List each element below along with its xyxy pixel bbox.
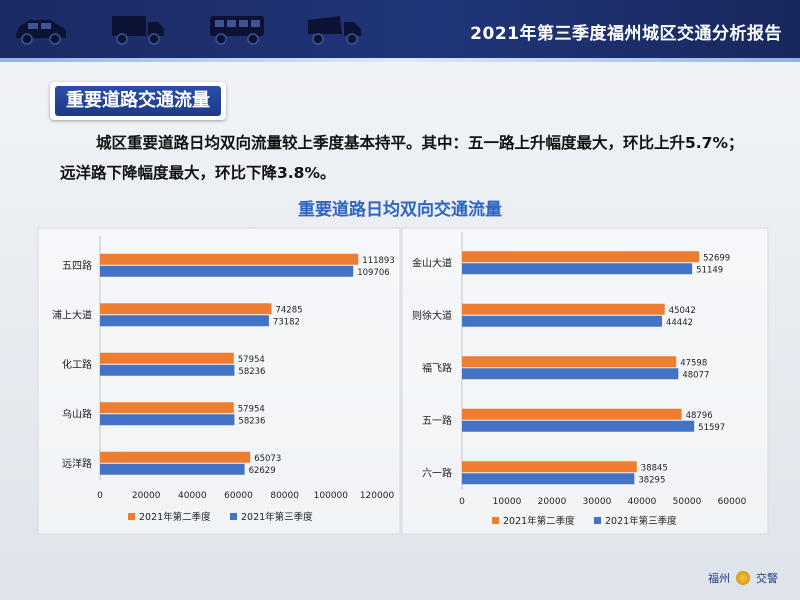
x-tick-label: 10000	[493, 497, 522, 507]
x-tick-label: 30000	[583, 497, 612, 507]
category-label: 浦上大道	[52, 308, 92, 321]
x-tick-label: 20000	[132, 491, 161, 501]
bar	[462, 356, 677, 368]
x-tick-label: 0	[459, 497, 465, 507]
chart-title: 重要道路日均双向交通流量	[298, 200, 502, 220]
category-label: 六一路	[422, 466, 452, 479]
truck-icon	[112, 16, 164, 45]
data-label: 47598	[680, 358, 707, 368]
legend-label: 2021年第二季度	[503, 515, 575, 527]
x-tick-label: 40000	[178, 491, 207, 501]
category-label: 福飞路	[422, 361, 452, 374]
header-bar: 2021年第三季度福州城区交通分析报告	[0, 0, 800, 62]
category-label: 金山大道	[412, 256, 452, 269]
bar	[462, 420, 695, 432]
police-emblem-icon	[736, 571, 750, 585]
data-label: 38295	[638, 475, 665, 485]
section-tag-label: 重要道路交通流量	[55, 86, 221, 116]
data-label: 57954	[238, 355, 265, 365]
x-tick-label: 80000	[270, 491, 299, 501]
data-label: 52699	[703, 253, 730, 263]
category-label: 乌山路	[62, 407, 92, 420]
data-label: 51149	[696, 265, 723, 275]
x-tick-label: 120000	[360, 491, 395, 501]
bar	[100, 451, 251, 463]
legend-swatch	[128, 513, 135, 520]
bar	[462, 368, 679, 380]
bar	[100, 303, 272, 315]
data-label: 57954	[238, 404, 265, 414]
report-title: 2021年第三季度福州城区交通分析报告	[470, 24, 782, 44]
footer-logo: 福州 交警	[708, 570, 778, 586]
legend-swatch	[594, 517, 601, 524]
x-tick-label: 0	[97, 491, 103, 501]
bar	[100, 265, 354, 277]
dump-truck-icon	[308, 16, 361, 45]
header-stripe	[0, 58, 800, 62]
bar	[100, 253, 359, 265]
data-label: 111893	[362, 256, 394, 266]
bar	[462, 315, 662, 327]
data-label: 62629	[249, 466, 276, 476]
bar	[462, 263, 693, 275]
bar	[462, 473, 635, 485]
bus-icon	[210, 16, 264, 45]
bar	[100, 402, 234, 414]
category-label: 远洋路	[62, 457, 92, 470]
bar	[100, 364, 235, 376]
bar	[462, 303, 665, 315]
data-label: 44442	[666, 318, 693, 328]
category-label: 化工路	[62, 358, 92, 371]
data-label: 38845	[641, 463, 668, 473]
bar	[462, 251, 700, 263]
data-label: 45042	[669, 306, 696, 316]
legend-label: 2021年第二季度	[139, 511, 211, 523]
data-label: 58236	[238, 416, 265, 426]
legend-swatch	[230, 513, 237, 520]
x-tick-label: 40000	[628, 497, 657, 507]
data-label: 48077	[682, 370, 709, 380]
legend-label: 2021年第三季度	[241, 511, 313, 523]
footer-unit: 交警	[756, 572, 778, 585]
legend-label: 2021年第三季度	[605, 515, 677, 527]
section-tag: 重要道路交通流量	[50, 82, 226, 120]
legend-swatch	[492, 517, 499, 524]
bar	[462, 461, 637, 473]
car-icon	[16, 20, 66, 45]
data-label: 73182	[273, 317, 300, 327]
intro-paragraph: 城区重要道路日均双向流量较上季度基本持平。其中：五一路上升幅度最大，环比上升5.…	[60, 134, 744, 182]
bar	[100, 315, 269, 327]
bar	[100, 414, 235, 426]
x-tick-label: 60000	[224, 491, 253, 501]
bar	[462, 408, 682, 420]
data-label: 48796	[686, 411, 713, 421]
category-label: 五一路	[422, 414, 452, 427]
data-label: 109706	[357, 268, 389, 278]
data-label: 51597	[698, 423, 725, 433]
footer-city: 福州	[708, 572, 730, 585]
x-tick-label: 60000	[718, 497, 747, 507]
x-tick-label: 20000	[538, 497, 567, 507]
data-label: 74285	[275, 305, 302, 315]
bar	[100, 463, 245, 475]
data-label: 58236	[238, 367, 265, 377]
category-label: 五四路	[62, 259, 92, 272]
x-tick-label: 100000	[314, 491, 349, 501]
x-tick-label: 50000	[673, 497, 702, 507]
data-label: 65073	[254, 454, 281, 464]
chart-frame	[37, 227, 401, 535]
category-label: 则徐大道	[412, 309, 452, 322]
bar	[100, 352, 234, 364]
